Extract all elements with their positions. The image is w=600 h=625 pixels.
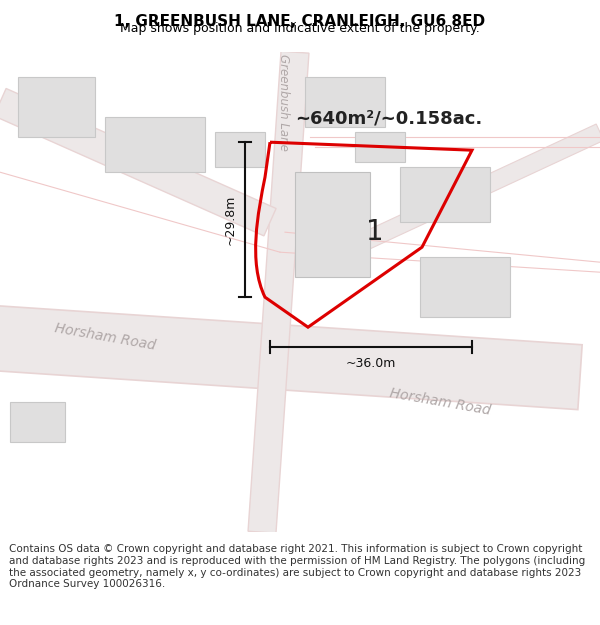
Polygon shape [295, 172, 370, 277]
Polygon shape [316, 124, 600, 271]
Polygon shape [305, 77, 385, 127]
Text: Greenbush Lane: Greenbush Lane [277, 54, 290, 151]
Polygon shape [400, 167, 490, 222]
Polygon shape [215, 132, 265, 167]
Polygon shape [248, 51, 309, 533]
Text: ~640m²/~0.158ac.: ~640m²/~0.158ac. [295, 109, 482, 127]
Polygon shape [0, 305, 582, 409]
Polygon shape [10, 402, 65, 442]
Text: 1: 1 [366, 218, 384, 246]
Text: ~29.8m: ~29.8m [224, 194, 237, 245]
Polygon shape [355, 132, 405, 162]
Text: 1, GREENBUSH LANE, CRANLEIGH, GU6 8ED: 1, GREENBUSH LANE, CRANLEIGH, GU6 8ED [115, 14, 485, 29]
Polygon shape [420, 257, 510, 317]
Text: Map shows position and indicative extent of the property.: Map shows position and indicative extent… [120, 22, 480, 35]
Polygon shape [0, 89, 276, 236]
Text: Horsham Road: Horsham Road [388, 386, 491, 418]
Text: ~36.0m: ~36.0m [346, 357, 396, 370]
Polygon shape [18, 77, 95, 137]
Text: Contains OS data © Crown copyright and database right 2021. This information is : Contains OS data © Crown copyright and d… [9, 544, 585, 589]
Text: Horsham Road: Horsham Road [53, 321, 157, 353]
Polygon shape [105, 117, 205, 172]
